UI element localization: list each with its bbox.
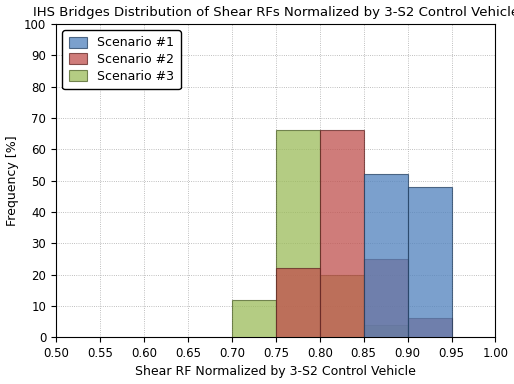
Bar xyxy=(408,318,451,337)
Bar xyxy=(276,131,320,337)
Bar xyxy=(363,259,408,337)
Bar xyxy=(363,324,408,337)
Bar xyxy=(363,174,408,337)
X-axis label: Shear RF Normalized by 3-S2 Control Vehicle: Shear RF Normalized by 3-S2 Control Vehi… xyxy=(135,366,416,379)
Y-axis label: Frequency [%]: Frequency [%] xyxy=(6,135,19,226)
Bar xyxy=(320,275,363,337)
Bar xyxy=(232,300,276,337)
Bar xyxy=(320,131,363,337)
Title: IHS Bridges Distribution of Shear RFs Normalized by 3-S2 Control Vehicle: IHS Bridges Distribution of Shear RFs No… xyxy=(33,5,514,18)
Bar xyxy=(408,187,451,337)
Bar xyxy=(276,268,320,337)
Legend: Scenario #1, Scenario #2, Scenario #3: Scenario #1, Scenario #2, Scenario #3 xyxy=(62,30,180,89)
